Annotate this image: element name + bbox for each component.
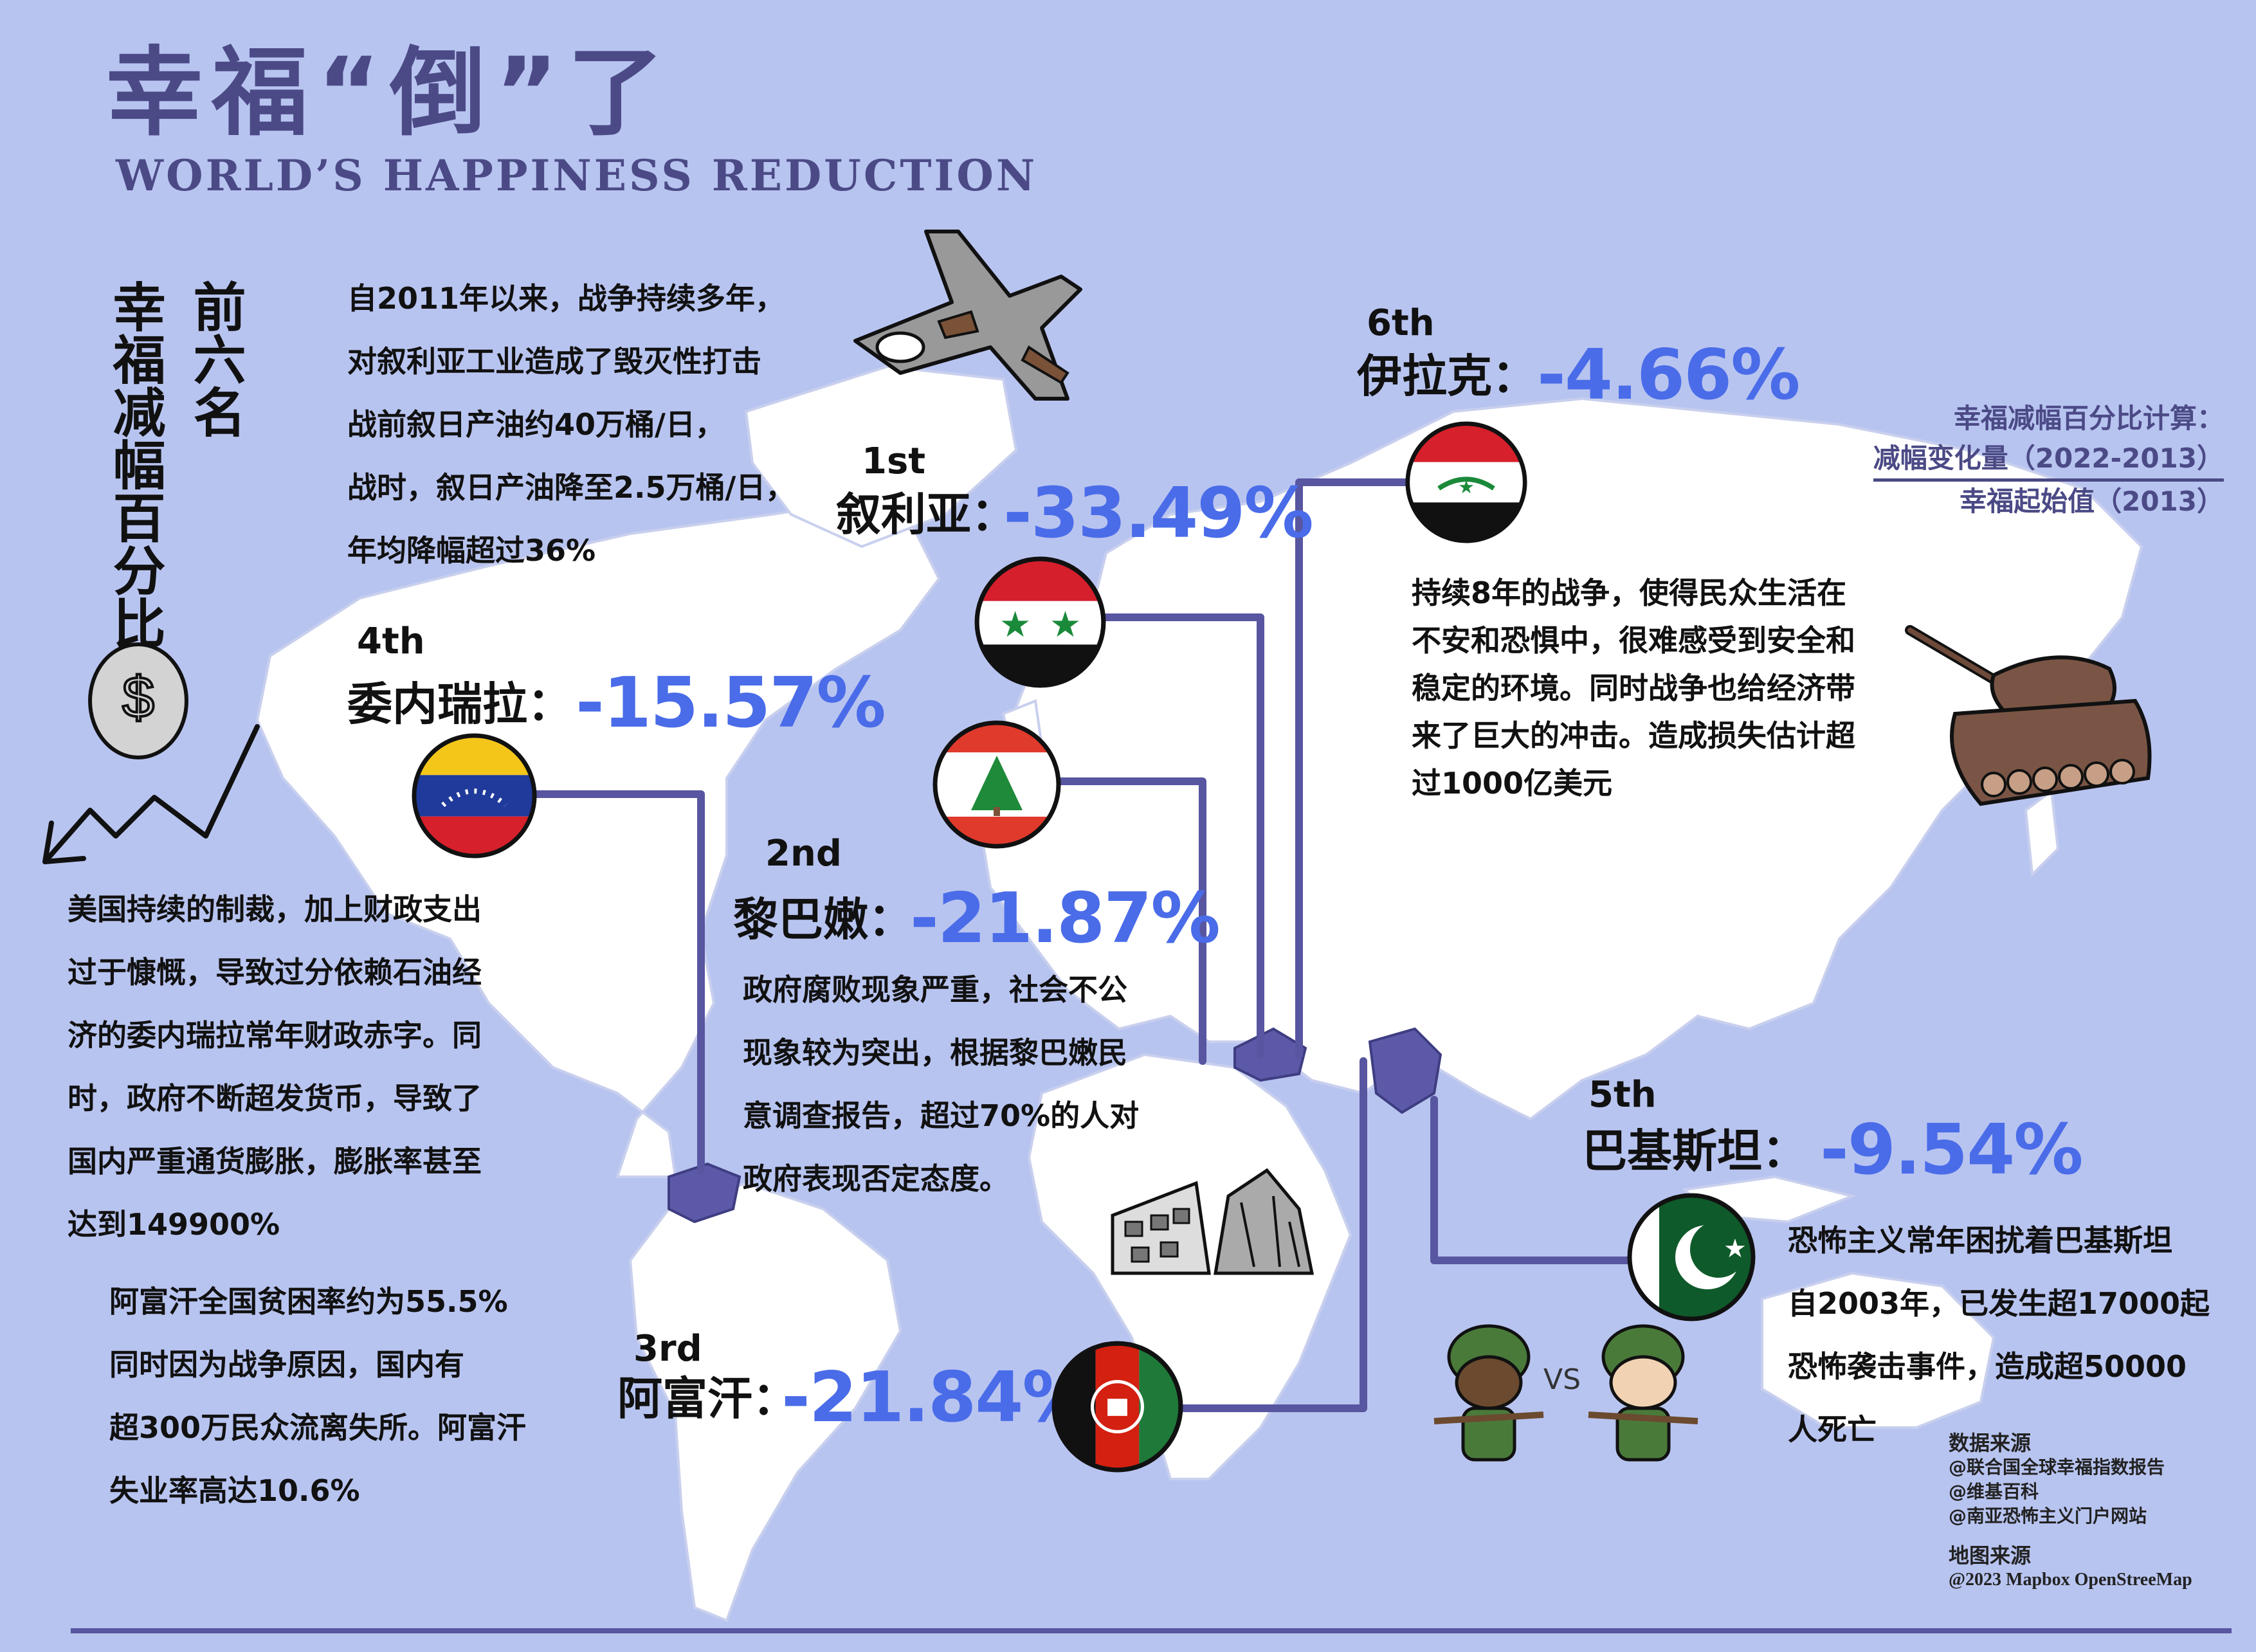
pakistan-name: 巴基斯坦： [1582,1125,1807,1177]
data-source-item: @维基百科 [1949,1481,2039,1502]
connector-syria [1102,613,1264,1058]
middle-east-highlight [1233,1027,1307,1082]
syria-description: 自2011年以来，战争持续多年， 对叙利亚工业造成了毁灭性打击 战前叙日产油约4… [347,281,796,568]
data-source-item: @联合国全球幸福指数报告 [1949,1457,2165,1478]
map-source-credit: @2023 Mapbox OpenStreeMap [1949,1570,2192,1590]
data-sources: 数据来源 @联合国全球幸福指数报告 @维基百科 @南亚恐怖主义门户网站 [1949,1431,2165,1529]
south-america-landmass [628,1181,902,1622]
svg-text:★: ★ [1458,477,1475,498]
lebanon-name: 黎巴嫩： [733,893,913,946]
map-source: 地图来源 @2023 Mapbox OpenStreeMap [1949,1543,2192,1592]
iraq-description: 持续8年的战争，使得民众生活在 不安和恐惧中，很难感受到安全和 稳定的环境。同时… [1412,576,1855,801]
soldier-icon [1433,1324,1544,1462]
iraq-rank: 6th [1367,302,1435,344]
syria-name: 叙利亚： [836,488,1016,541]
map-source-heading: 地图来源 [1949,1543,2032,1568]
side-title-top-six: 前六名 [184,280,246,438]
svg-text:$: $ [122,666,154,730]
afghanistan-flag-icon [1051,1341,1183,1473]
syria-flag-icon: ★ ★ [974,556,1106,688]
pakistan-rank: 5th [1588,1074,1657,1116]
formula-numerator: 减幅变化量（2022-2013） [1873,439,2224,482]
lebanon-description: 政府腐败现象严重，社会不公 现象较为突出，根据黎巴嫩民 意调查报告，超过70%的… [743,972,1140,1196]
connector-venezuela [530,790,705,1174]
page-title: 幸福“倒”了 [106,37,673,149]
connector-afghanistan [1179,1057,1367,1412]
side-title-percent: 幸福减幅百分比 [104,280,165,649]
bottom-divider [71,1628,2232,1633]
vs-label: VS [1543,1363,1581,1396]
japan-landmass [2024,788,2060,878]
money-coin-icon: $ [88,642,188,759]
australia-landmass [1761,1271,1996,1429]
svg-text:★: ★ [1050,604,1082,646]
iraq-name: 伊拉克： [1357,350,1537,403]
greenland-landmass [744,365,1018,549]
tank-icon [1905,625,2152,806]
pakistan-flag-icon: ★ [1627,1193,1756,1321]
connector-iraq [1295,478,1419,1058]
afghanistan-description: 阿富汗全国贫困率约为55.5% 同时因为战争原因，国内有 超300万民众流离失所… [109,1284,527,1508]
page-subtitle: WORLD’S HAPPINESS REDUCTION [116,150,1038,201]
connector-pakistan [1430,1096,1637,1264]
ruins-icon [1111,1168,1314,1275]
data-sources-heading: 数据来源 [1949,1431,2032,1455]
pakistan-description: 恐怖主义常年困扰着巴基斯坦 自2003年，已发生超17000起 恐怖袭击事件，造… [1788,1223,2210,1447]
svg-text:★: ★ [1724,1234,1747,1264]
afghanistan-rank: 3rd [633,1328,702,1370]
lebanon-percent: -21.87% [910,878,1221,959]
eurasia-landmass [976,397,2143,1121]
fighter-jet-icon [853,230,1082,401]
syria-percent: -33.49% [1003,473,1314,554]
venezuela-name: 委内瑞拉： [347,678,572,731]
venezuela-flag-icon [412,733,537,858]
formula-box: 幸福减幅百分比计算： 减幅变化量（2022-2013） 幸福起始值（2013） [1873,399,2224,522]
lebanon-rank: 2nd [765,833,842,875]
afghanistan-name: 阿富汗： [617,1372,797,1425]
venezuela-description: 美国持续的制裁，加上财政支出 过于慷慨，导致过分依赖石油经 济的委内瑞拉常年财政… [68,892,482,1242]
afghanistan-percent: -21.84% [781,1357,1092,1438]
iraq-percent: -4.66% [1537,335,1801,415]
lebanon-flag-icon [932,720,1061,849]
data-source-item: @南亚恐怖主义门户网站 [1949,1505,2147,1527]
afghanistan-pakistan-highlight [1368,1027,1442,1114]
pakistan-percent: -9.54% [1820,1110,2084,1190]
venezuela-rank: 4th [357,621,425,662]
formula-heading: 幸福减幅百分比计算： [1953,403,2224,434]
soldier-icon [1588,1324,1698,1462]
svg-text:★: ★ [999,604,1032,646]
venezuela-highlight [668,1162,741,1224]
formula-denominator: 幸福起始值（2013） [1960,486,2224,517]
connector-lebanon [1057,777,1206,1065]
venezuela-percent: -15.57% [576,663,886,743]
down-arrow-icon [42,724,260,864]
iraq-flag-icon: ★ [1405,421,1527,543]
syria-rank: 1st [862,440,926,482]
